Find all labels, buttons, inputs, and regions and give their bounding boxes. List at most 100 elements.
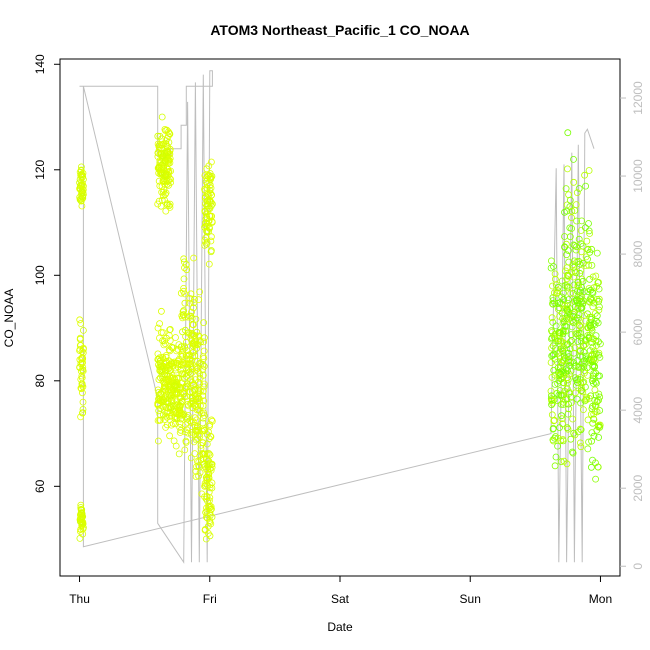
data-point <box>577 379 585 387</box>
data-point <box>208 172 216 180</box>
data-point <box>578 248 585 256</box>
data-point <box>582 224 589 232</box>
data-point <box>593 249 601 257</box>
data-point <box>556 372 564 380</box>
data-point <box>166 337 174 345</box>
data-point <box>592 402 600 410</box>
data-point <box>161 416 169 423</box>
data-point <box>573 299 581 307</box>
data-point <box>562 396 569 403</box>
data-point <box>567 290 575 297</box>
data-point <box>577 399 584 407</box>
data-point <box>547 359 555 366</box>
data-point <box>76 316 84 324</box>
data-point <box>560 457 568 465</box>
scatter-segment <box>573 167 594 453</box>
data-point <box>556 364 564 371</box>
data-point <box>182 338 190 346</box>
data-point <box>155 146 163 154</box>
data-point <box>565 405 573 413</box>
data-point <box>156 182 164 190</box>
plot-area <box>59 58 621 577</box>
data-point <box>199 414 207 422</box>
data-point <box>573 243 580 251</box>
data-point <box>171 390 179 397</box>
data-point <box>155 166 163 174</box>
data-point <box>205 497 213 505</box>
data-point <box>184 313 192 321</box>
data-point <box>204 482 212 490</box>
data-point <box>181 384 189 392</box>
data-point <box>192 315 200 323</box>
data-point <box>155 177 163 185</box>
data-point <box>178 397 186 405</box>
data-point <box>180 287 187 295</box>
data-point <box>551 462 559 470</box>
data-point <box>548 411 556 419</box>
data-point <box>570 349 578 357</box>
data-point <box>170 437 178 445</box>
data-point <box>565 353 573 361</box>
data-point <box>565 370 573 378</box>
data-point <box>575 311 583 319</box>
data-point <box>562 185 570 193</box>
data-point <box>576 425 584 433</box>
data-point <box>563 424 571 432</box>
data-point <box>162 189 170 197</box>
points-layer <box>76 113 604 543</box>
data-point <box>574 278 582 286</box>
data-point <box>565 283 572 291</box>
data-point <box>564 379 571 387</box>
data-point <box>79 520 87 528</box>
data-point <box>561 243 568 251</box>
data-point <box>77 511 84 519</box>
data-point <box>188 431 195 439</box>
data-point <box>590 416 598 423</box>
data-point <box>79 405 87 413</box>
data-point <box>561 354 569 362</box>
data-point <box>547 387 555 395</box>
data-point <box>192 376 199 384</box>
data-point <box>154 132 162 140</box>
data-point <box>555 368 562 376</box>
data-point <box>178 410 186 418</box>
data-point <box>557 458 565 466</box>
data-point <box>208 513 216 521</box>
data-point <box>560 318 568 326</box>
data-point <box>156 354 164 362</box>
data-point <box>569 415 576 423</box>
data-point <box>155 197 163 205</box>
data-point <box>166 200 174 208</box>
data-point <box>566 196 574 204</box>
data-point <box>172 334 179 341</box>
data-point <box>195 472 203 480</box>
data-point <box>571 242 579 250</box>
data-point <box>78 506 86 514</box>
data-point <box>582 383 589 391</box>
data-point <box>194 364 202 372</box>
data-point <box>586 275 593 283</box>
data-point <box>179 311 187 319</box>
data-point <box>185 368 193 376</box>
y-tick-label: 120 <box>33 159 47 179</box>
data-point <box>184 400 192 408</box>
data-point <box>204 221 212 228</box>
scatter-segment <box>167 334 185 458</box>
data-point <box>208 484 216 492</box>
data-point <box>168 397 176 405</box>
data-point <box>548 328 556 336</box>
data-point <box>199 419 207 427</box>
data-point <box>558 412 565 420</box>
data-point <box>165 128 172 136</box>
data-point <box>578 304 585 312</box>
data-point <box>179 314 186 322</box>
data-point <box>579 259 587 267</box>
data-point <box>547 264 555 272</box>
data-point <box>574 282 582 290</box>
data-point <box>552 344 560 352</box>
data-point <box>548 397 555 405</box>
data-point <box>192 366 200 374</box>
data-point <box>578 283 585 291</box>
data-point <box>207 199 215 206</box>
